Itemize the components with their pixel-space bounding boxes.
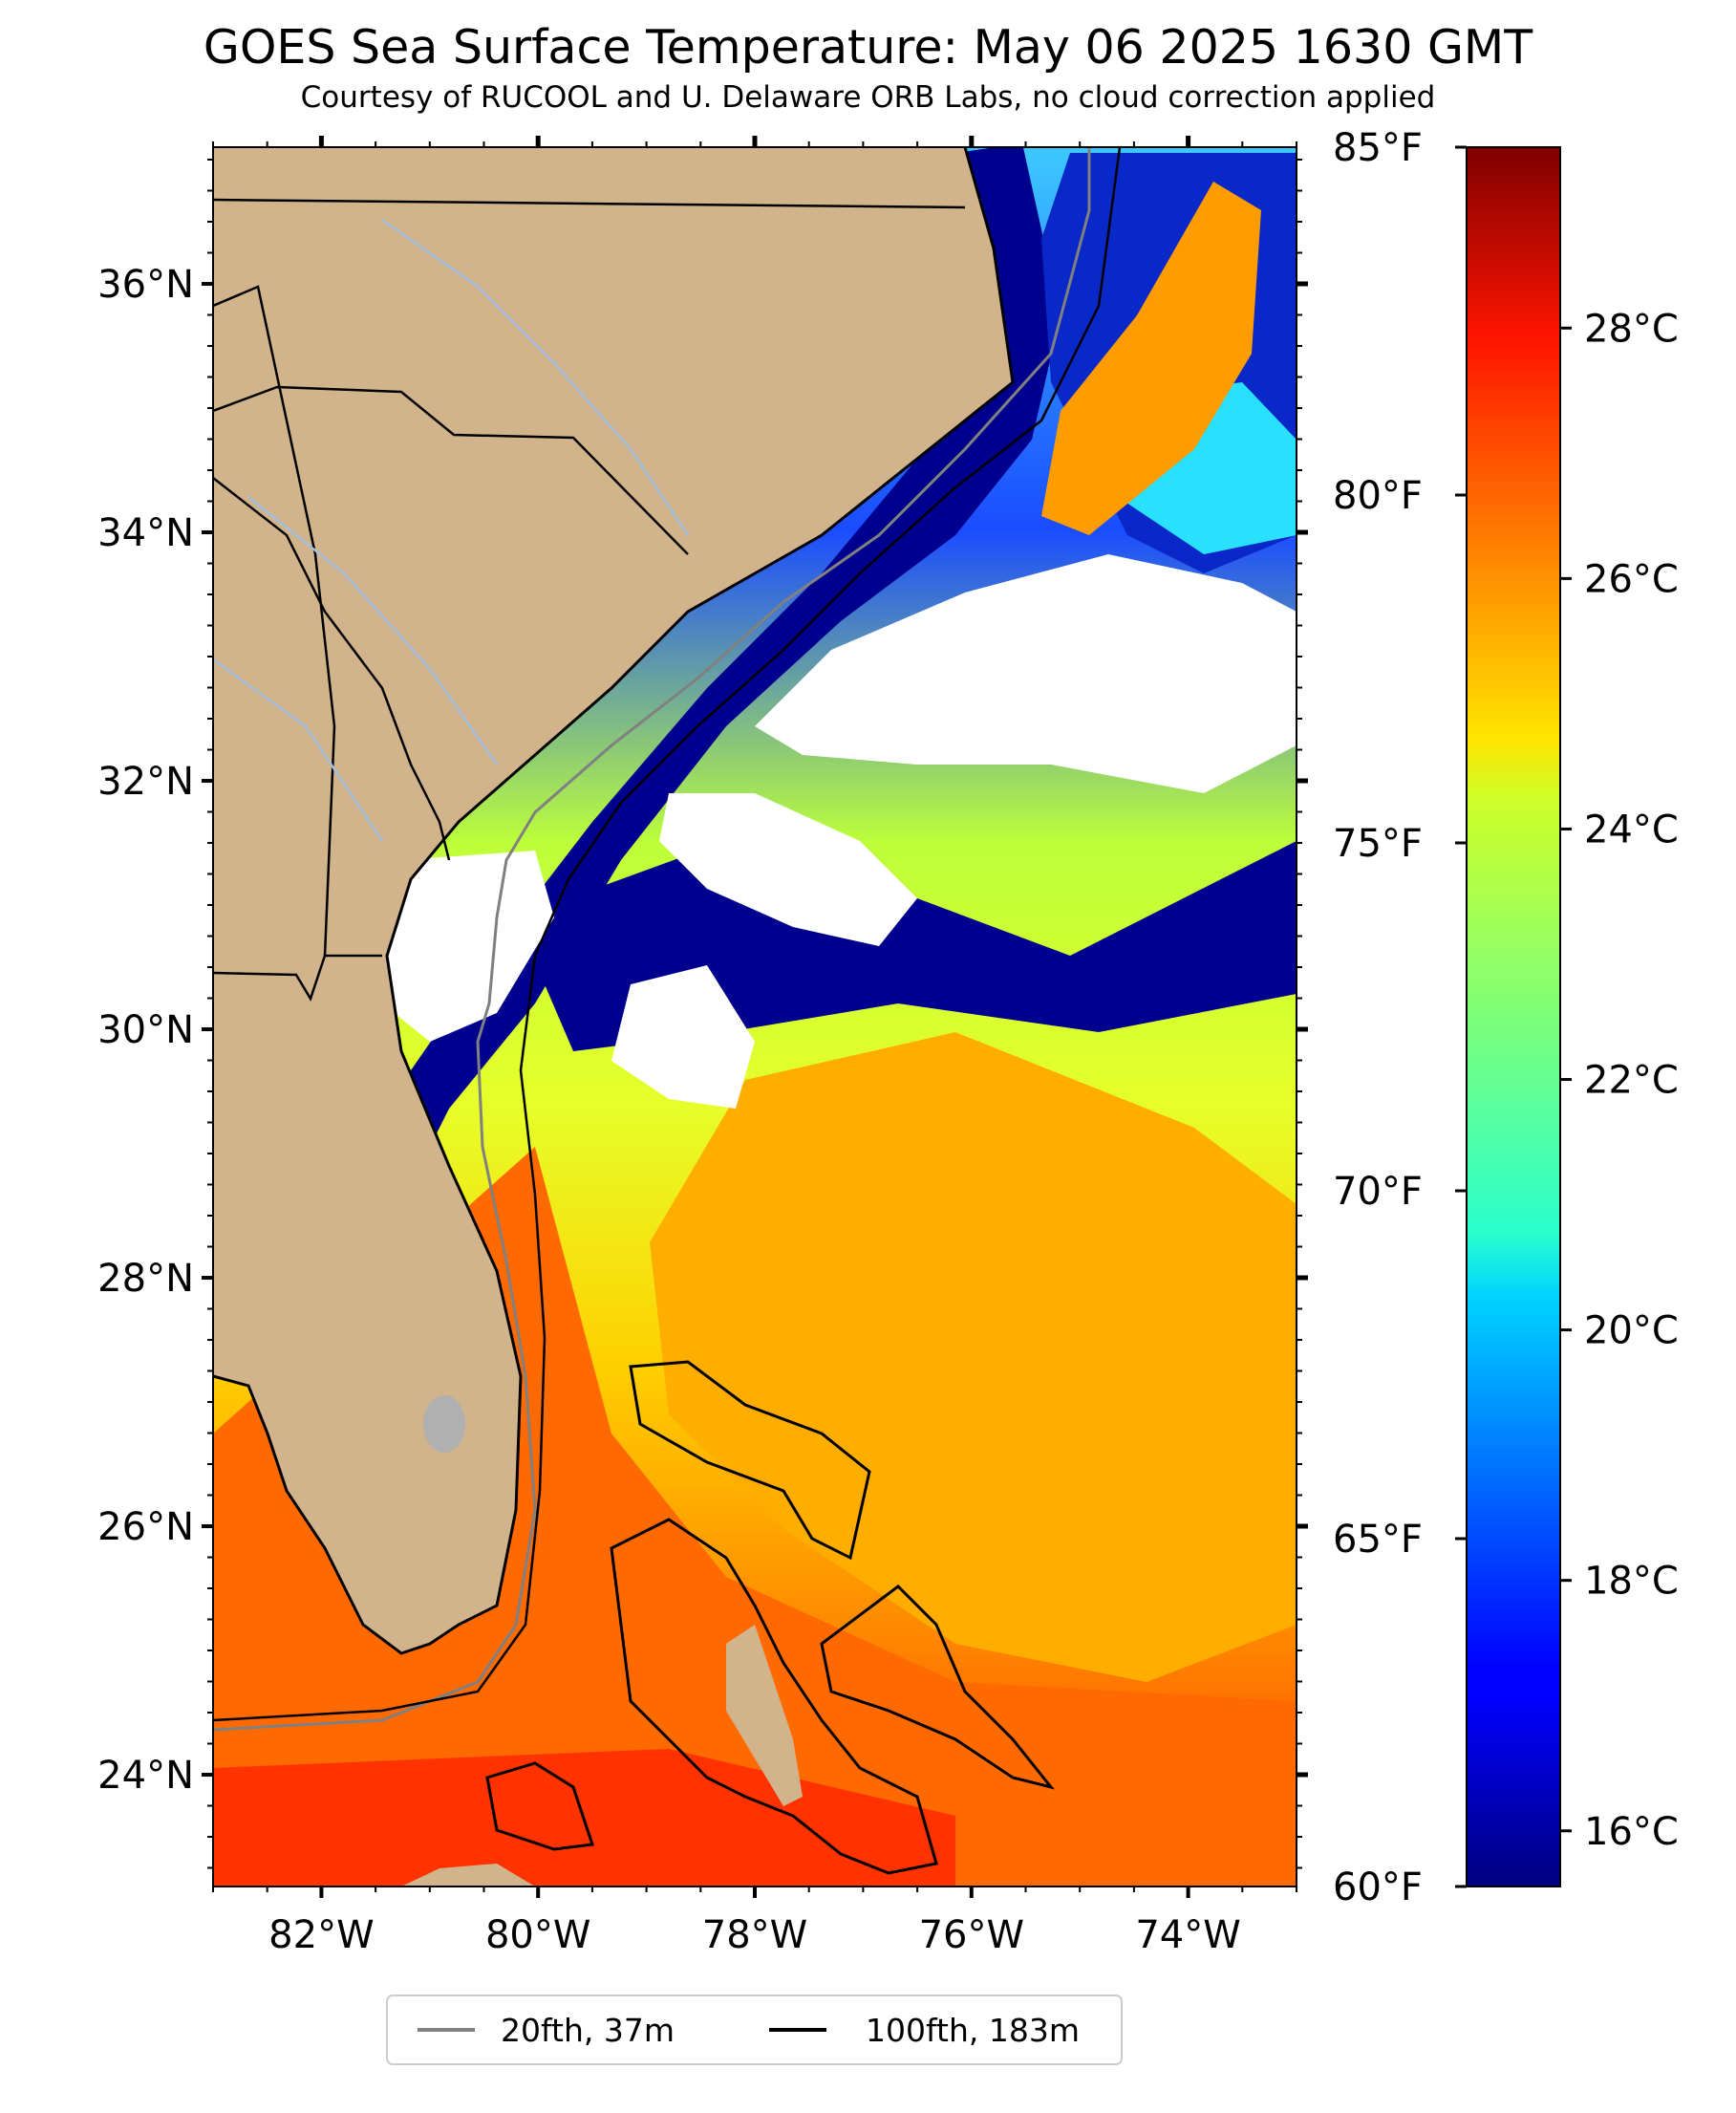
lat-tick-label: 28°N bbox=[97, 1257, 194, 1301]
isobath-20fth bbox=[213, 147, 1091, 1732]
fahrenheit-tick-label: 75°F bbox=[1333, 822, 1423, 866]
map-area bbox=[213, 147, 1297, 1887]
celsius-tick-label: 26°C bbox=[1584, 557, 1679, 601]
legend-label-20fth: 20fth, 37m bbox=[501, 2012, 675, 2049]
lat-tick-label: 26°N bbox=[97, 1505, 194, 1549]
fahrenheit-tick-label: 80°F bbox=[1333, 474, 1423, 518]
warm-water-mid bbox=[650, 1032, 1297, 1682]
celsius-scale: 16°C 18°C 20°C 22°C 24°C 26°C 28°C bbox=[1560, 307, 1679, 1854]
legend-box bbox=[386, 1994, 1123, 2065]
legend-label-100fth: 100fth, 183m bbox=[866, 2012, 1080, 2049]
lat-tick-label: 32°N bbox=[97, 760, 194, 804]
land-andros-island bbox=[726, 1625, 803, 1806]
celsius-tick-label: 20°C bbox=[1584, 1309, 1679, 1353]
lat-tick-label: 30°N bbox=[97, 1008, 194, 1052]
legend: 20fth, 37m 100fth, 183m bbox=[386, 1994, 1123, 2065]
state-border-al-ga bbox=[213, 285, 336, 957]
fahrenheit-tick-label: 60°F bbox=[1333, 1865, 1423, 1909]
lon-tick-label: 76°W bbox=[919, 1913, 1024, 1957]
fahrenheit-tick-label: 85°F bbox=[1333, 126, 1423, 170]
chart-subtitle: Courtesy of RUCOOL and U. Delaware ORB L… bbox=[300, 80, 1436, 115]
latitude-labels: 24°N 26°N 28°N 30°N 32°N 34°N 36°N bbox=[97, 263, 194, 1798]
lat-tick-label: 36°N bbox=[97, 263, 194, 307]
celsius-tick-label: 16°C bbox=[1584, 1810, 1679, 1854]
land-cuba bbox=[401, 1864, 535, 1887]
colorbar bbox=[1466, 146, 1561, 1887]
longitude-labels: 82°W 80°W 78°W 76°W 74°W bbox=[268, 1913, 1241, 1957]
lon-tick-label: 82°W bbox=[268, 1913, 374, 1957]
river bbox=[213, 658, 384, 842]
fahrenheit-tick-label: 70°F bbox=[1333, 1170, 1423, 1214]
lon-tick-label: 78°W bbox=[702, 1913, 807, 1957]
state-border-sc-ga bbox=[213, 477, 451, 861]
lon-tick-label: 80°W bbox=[485, 1913, 590, 1957]
cloud-off-georgia bbox=[382, 851, 554, 1042]
cay-sal-bank bbox=[485, 1761, 595, 1851]
celsius-tick-label: 28°C bbox=[1584, 307, 1679, 351]
lat-tick-label: 24°N bbox=[97, 1754, 194, 1798]
river bbox=[381, 218, 690, 536]
bahamas-bank-east bbox=[820, 1585, 1055, 1790]
chart-title: GOES Sea Surface Temperature: May 06 202… bbox=[203, 20, 1533, 75]
state-border-nc-va bbox=[213, 198, 966, 209]
state-border-nc-sc bbox=[213, 385, 689, 555]
state-border-ga-fl bbox=[213, 954, 382, 1002]
lake-okeechobee bbox=[423, 1395, 465, 1453]
celsius-tick-label: 24°C bbox=[1584, 808, 1679, 852]
fahrenheit-scale: 60°F 65°F 70°F 75°F 80°F 85°F bbox=[1333, 126, 1467, 1909]
bahamas-bank-great bbox=[610, 1518, 938, 1875]
map-ticks bbox=[202, 136, 1308, 1898]
lon-tick-label: 74°W bbox=[1135, 1913, 1240, 1957]
celsius-tick-label: 22°C bbox=[1584, 1059, 1679, 1103]
warm-gulf-stream-north bbox=[1041, 182, 1261, 535]
land-southeast-us bbox=[213, 147, 1013, 1653]
cloud-off-florida bbox=[611, 965, 755, 1109]
isobath-100fth bbox=[213, 147, 1122, 1722]
bahamas-bank-little bbox=[629, 1360, 871, 1561]
cloud-mass-central bbox=[659, 793, 917, 946]
celsius-tick-label: 18°C bbox=[1584, 1560, 1679, 1604]
cloud-mass-east bbox=[755, 554, 1297, 793]
coastline bbox=[213, 147, 1015, 1655]
fahrenheit-tick-label: 65°F bbox=[1333, 1518, 1423, 1562]
river bbox=[247, 496, 499, 765]
lat-tick-label: 34°N bbox=[97, 511, 194, 555]
